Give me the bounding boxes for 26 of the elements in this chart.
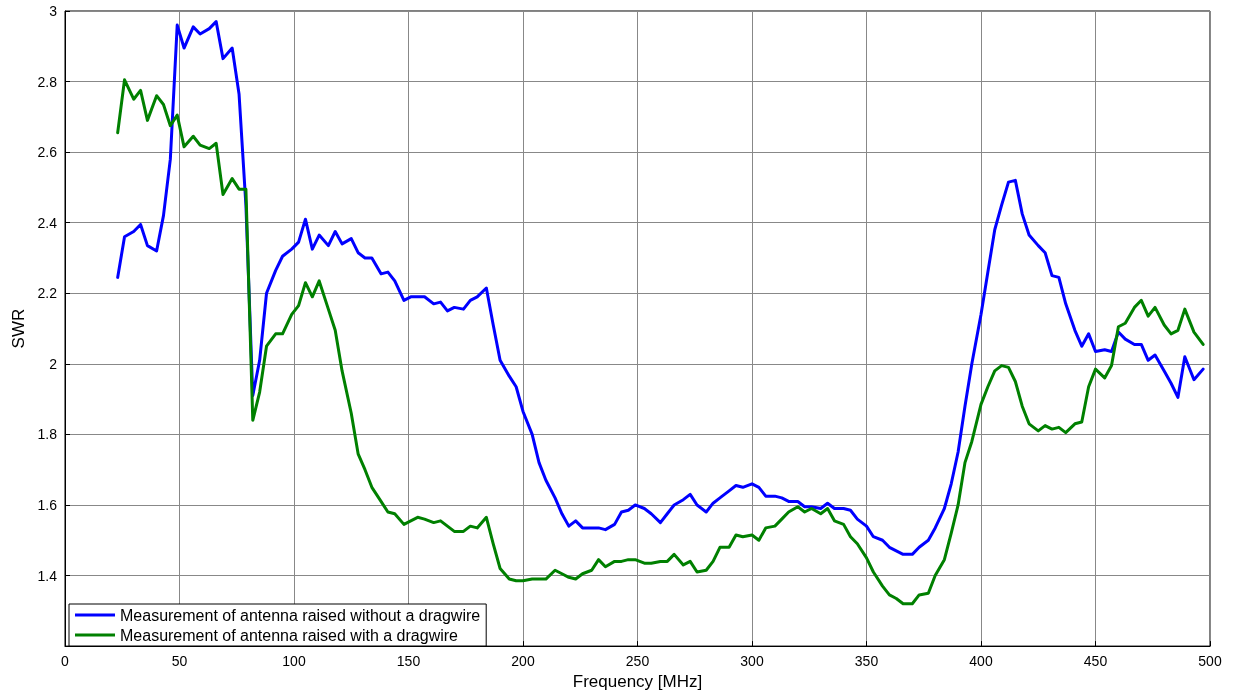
y-tick-label: 2.4 [37, 214, 58, 231]
x-tick-label: 400 [969, 653, 993, 670]
line-series [116, 20, 1205, 556]
y-tick-label: 2.2 [37, 285, 58, 302]
line-series [116, 78, 1205, 606]
y-tick-label: 2 [49, 355, 58, 372]
y-tick-label: 1.8 [37, 426, 58, 443]
y-tick-label: 3 [49, 3, 58, 19]
x-tick-label: 100 [282, 653, 306, 670]
x-tick-label: 0 [61, 653, 70, 670]
x-axis-title: Frequency [MHz] [572, 672, 703, 691]
x-tick-label: 150 [396, 653, 421, 670]
x-tick-label: 250 [625, 653, 650, 670]
y-axis-title: SWR [8, 308, 28, 349]
x-tick-label: 350 [854, 653, 879, 670]
x-tick-label: 200 [511, 653, 535, 670]
legend-label: Measurement of antenna raised with a dragwire [120, 626, 459, 644]
x-tick-label: 50 [171, 653, 188, 670]
y-tick-label: 2.6 [37, 144, 58, 161]
x-tick-label: 500 [1198, 653, 1222, 670]
x-tick-label: 450 [1083, 653, 1108, 670]
x-tick-label: 300 [740, 653, 764, 670]
legend-label: Measurement of antenna raised without a dragwire [120, 606, 481, 624]
y-tick-label: 1.4 [37, 567, 58, 584]
y-tick-label: 2.8 [37, 73, 58, 90]
y-tick-label: 1.6 [37, 496, 58, 513]
